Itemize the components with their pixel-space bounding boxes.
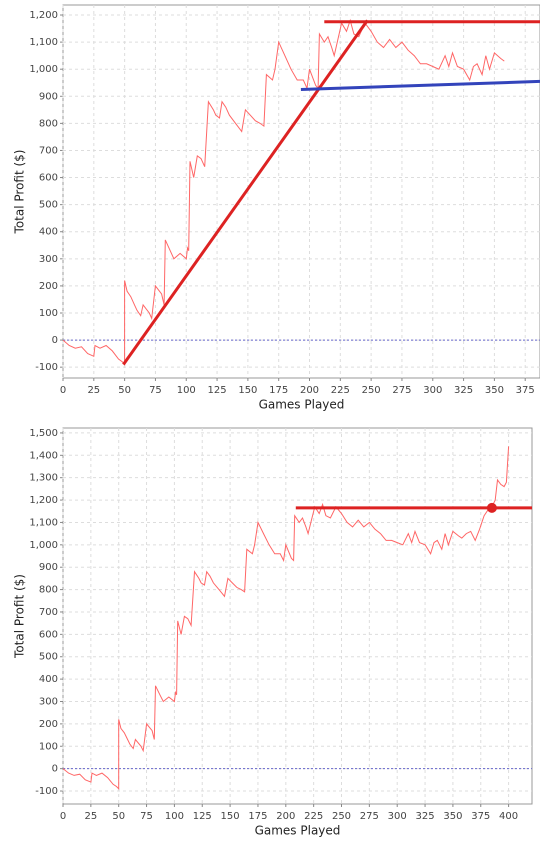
x-tick-label: 300	[423, 385, 442, 396]
x-tick-label: 325	[454, 385, 473, 396]
x-tick-label: 50	[112, 811, 125, 822]
x-axis-title: Games Played	[259, 398, 345, 412]
x-tick-label: 350	[485, 385, 504, 396]
y-tick-label: 1,200	[29, 495, 58, 506]
y-tick-label: 600	[39, 629, 58, 640]
y-tick-label: 1,400	[29, 450, 58, 461]
y-tick-label: 800	[39, 585, 58, 596]
y-axis-title: Total Profit ($)	[13, 150, 27, 235]
y-tick-label: 1,300	[29, 473, 58, 484]
line	[122, 19, 369, 366]
y-tick-label: 100	[39, 741, 58, 752]
y-tick-label: 400	[39, 227, 58, 238]
y-tick-label: 300	[39, 254, 58, 265]
y-tick-label: 900	[39, 562, 58, 573]
x-tick-label: 125	[193, 811, 212, 822]
x-tick-label: 225	[331, 385, 350, 396]
x-tick-label: 200	[276, 811, 295, 822]
y-tick-label: 900	[39, 91, 58, 102]
y-tick-label: 100	[39, 308, 58, 319]
plot-area	[62, 427, 533, 805]
y-tick-label: 700	[39, 607, 58, 618]
x-tick-label: 250	[362, 385, 381, 396]
y-tick-label: 600	[39, 173, 58, 184]
x-tick-label: 125	[208, 385, 227, 396]
x-tick-label: 100	[165, 811, 184, 822]
x-tick-label: 150	[238, 385, 257, 396]
y-tick-label: 1,100	[29, 37, 58, 48]
x-tick-label: 250	[332, 811, 351, 822]
x-tick-label: 25	[87, 385, 100, 396]
y-tick-label: 1,000	[29, 540, 58, 551]
y-tick-label: 300	[39, 696, 58, 707]
line	[300, 79, 540, 91]
y-tick-label: 200	[39, 281, 58, 292]
y-axis-title: Total Profit ($)	[13, 574, 27, 659]
x-tick-label: 150	[221, 811, 240, 822]
y-tick-label: 700	[39, 145, 58, 156]
y-tick-label: 0	[52, 764, 58, 775]
plot-area	[62, 4, 540, 379]
x-tick-label: 325	[416, 811, 435, 822]
x-tick-label: 25	[84, 811, 97, 822]
x-tick-label: 175	[269, 385, 288, 396]
x-tick-label: 175	[248, 811, 267, 822]
y-tick-label: 0	[52, 335, 58, 346]
y-tick-label: -100	[35, 786, 58, 797]
x-tick-label: 300	[388, 811, 407, 822]
y-tick-label: 1,100	[29, 517, 58, 528]
x-tick-label: 75	[149, 385, 162, 396]
y-tick-label: 1,500	[29, 428, 58, 439]
y-tick-label: 1,200	[29, 10, 58, 21]
x-tick-label: 75	[140, 811, 153, 822]
y-tick-label: 1,000	[29, 64, 58, 75]
y-tick-label: 500	[39, 200, 58, 211]
x-tick-label: 375	[471, 811, 490, 822]
x-tick-label: 400	[499, 811, 518, 822]
y-tick-label: 400	[39, 674, 58, 685]
x-tick-label: 350	[443, 811, 462, 822]
line	[63, 446, 510, 791]
marker	[486, 502, 497, 513]
x-tick-label: 0	[60, 811, 66, 822]
x-tick-label: 100	[177, 385, 196, 396]
x-tick-label: 0	[60, 385, 66, 396]
x-tick-label: 275	[360, 811, 379, 822]
y-tick-label: -100	[35, 362, 58, 373]
x-tick-label: 50	[118, 385, 131, 396]
line	[63, 18, 505, 366]
x-tick-label: 200	[300, 385, 319, 396]
x-tick-label: 225	[304, 811, 323, 822]
x-tick-label: 375	[516, 385, 535, 396]
x-axis-title: Games Played	[255, 824, 341, 838]
y-tick-label: 500	[39, 652, 58, 663]
x-tick-label: 275	[392, 385, 411, 396]
y-tick-label: 200	[39, 719, 58, 730]
y-tick-label: 800	[39, 118, 58, 129]
